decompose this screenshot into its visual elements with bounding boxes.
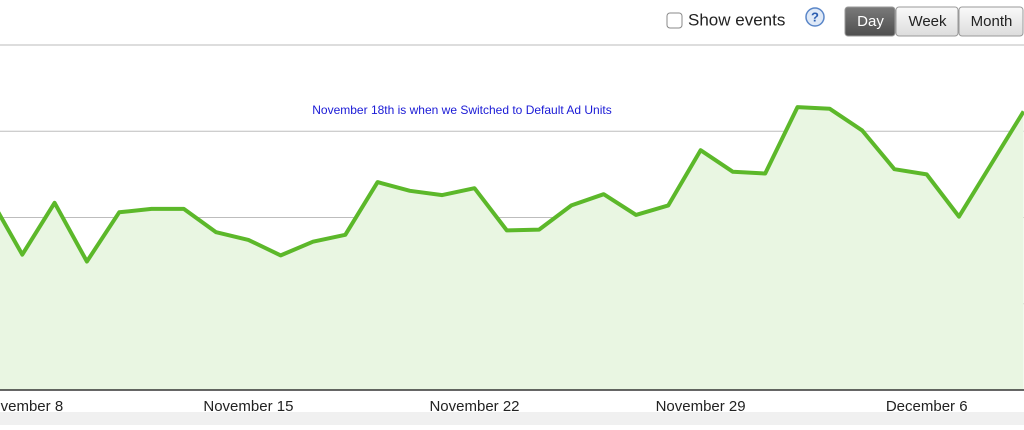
chart: November 8 November 15 November 22 November… [0,44,1024,415]
period-buttons: Day Week Month [844,6,1024,37]
period-label[interactable]: Day [857,13,884,30]
period-button[interactable] [895,6,959,37]
period-button[interactable] [844,6,896,37]
period-label[interactable]: Month [971,13,1013,30]
x-tick-label: November 29 [656,398,746,415]
area-fill [0,107,1024,390]
help-mark[interactable]: ? [811,9,819,24]
annotation: November 18th is when we Switched to Def… [312,103,611,117]
x-tick-label: November 8 [0,398,63,415]
x-tick-label: December 6 [886,398,968,415]
checkbox[interactable] [666,12,683,29]
line [0,105,1024,264]
x-tick-label: November 15 [203,398,293,415]
x-tick-label: November 22 [429,398,519,415]
period-button[interactable] [958,6,1024,37]
show-events-label[interactable]: Show events [688,10,785,29]
help-icon[interactable] [805,7,825,27]
period-label[interactable]: Week [908,13,947,30]
footer-strip [0,412,1024,425]
